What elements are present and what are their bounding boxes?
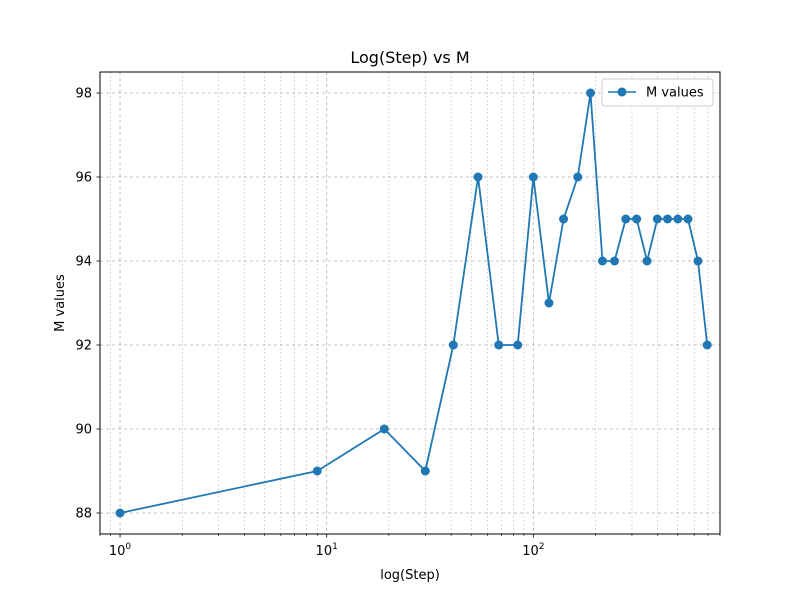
data-point [693, 256, 703, 266]
data-point [420, 466, 430, 476]
y-tick-label: 94 [75, 255, 92, 270]
data-point [610, 256, 620, 266]
data-point [673, 214, 683, 224]
data-point [597, 256, 607, 266]
y-tick-label: 98 [75, 87, 92, 102]
data-layer [115, 88, 712, 518]
data-point [663, 214, 673, 224]
x-tick-label: 101 [316, 542, 338, 559]
y-tick-label: 90 [75, 423, 92, 438]
data-point [528, 172, 538, 182]
legend-box [601, 78, 714, 107]
data-point [702, 340, 712, 350]
y-axis-label: M values [53, 274, 68, 332]
data-point [312, 466, 322, 476]
grid [99, 72, 721, 534]
data-point [621, 214, 631, 224]
x-tick-label: 102 [522, 542, 544, 559]
chart-title: Log(Step) vs M [350, 48, 469, 67]
data-point [448, 340, 458, 350]
y-tick-label: 96 [75, 171, 92, 186]
data-point [494, 340, 504, 350]
data-point [683, 214, 693, 224]
ticks: 100 101 102 88 90 92 94 96 98 [75, 87, 721, 559]
data-point [379, 424, 389, 434]
legend-marker [617, 87, 627, 97]
data-point [473, 172, 483, 182]
plot-frame [99, 71, 721, 535]
data-point [585, 88, 595, 98]
y-tick-label: 88 [75, 507, 92, 522]
x-tick-label: 100 [109, 542, 132, 559]
data-point [513, 340, 523, 350]
data-point [652, 214, 662, 224]
data-point [632, 214, 642, 224]
data-point [642, 256, 652, 266]
data-point [573, 172, 583, 182]
legend: M values [601, 78, 714, 107]
data-point [544, 298, 554, 308]
x-axis-label: log(Step) [380, 568, 440, 583]
y-tick-label: 92 [75, 339, 92, 354]
legend-label: M values [646, 86, 704, 101]
data-point [115, 508, 125, 518]
data-point [559, 214, 569, 224]
